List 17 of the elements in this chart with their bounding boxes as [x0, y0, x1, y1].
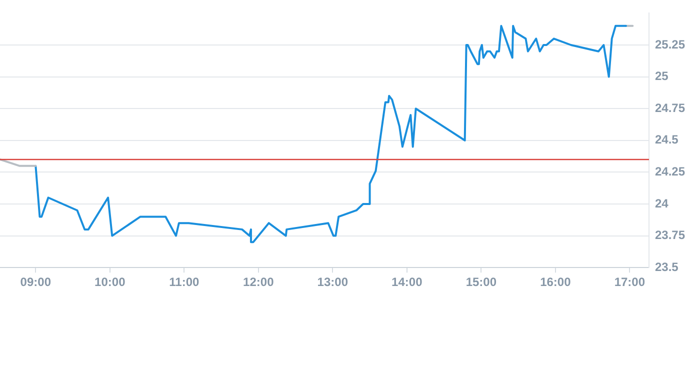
x-tick-label: 17:00: [614, 275, 646, 290]
y-tick-label: 24: [654, 196, 669, 210]
x-tick-label: 14:00: [392, 275, 423, 290]
y-tick-label: 24.25: [654, 164, 686, 179]
y-tick-label: 25.25: [654, 37, 686, 52]
y-tick-label: 24.75: [654, 100, 686, 115]
x-tick-label: 16:00: [540, 275, 572, 290]
x-tick-label: 13:00: [317, 275, 348, 290]
x-tick-label: 09:00: [20, 275, 52, 290]
x-tick-label: 10:00: [94, 275, 126, 290]
y-tick-label: 23.5: [654, 260, 679, 274]
x-tick-label: 11:00: [169, 275, 200, 290]
x-tick-label: 15:00: [466, 275, 497, 290]
y-tick-label: 23.75: [654, 228, 686, 242]
y-tick-label: 24.5: [654, 132, 679, 147]
x-tick-label: 12:00: [243, 275, 274, 290]
y-tick-label: 25: [654, 69, 669, 84]
